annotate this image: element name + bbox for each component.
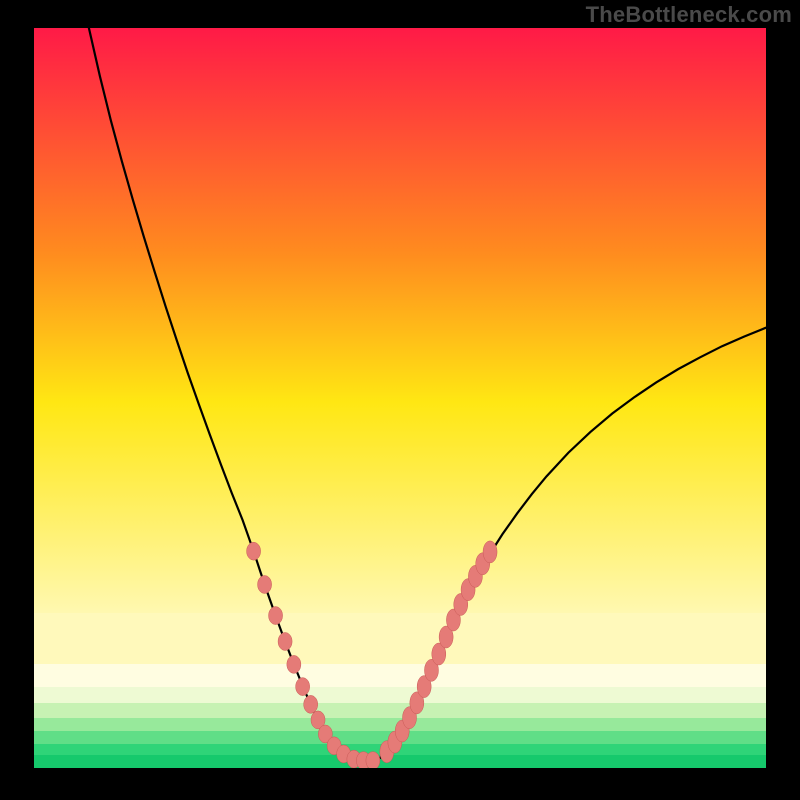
stripe-3 <box>34 703 766 718</box>
watermark-text: TheBottleneck.com <box>586 2 792 28</box>
stripe-1 <box>34 664 766 686</box>
stripe-4 <box>34 718 766 731</box>
plot-area <box>34 28 766 768</box>
gradient-background <box>34 28 766 613</box>
stripe-6 <box>34 744 766 756</box>
stripe-2 <box>34 687 766 703</box>
stripe-7 <box>34 755 766 768</box>
stripe-0 <box>34 613 766 665</box>
stripe-5 <box>34 731 766 744</box>
